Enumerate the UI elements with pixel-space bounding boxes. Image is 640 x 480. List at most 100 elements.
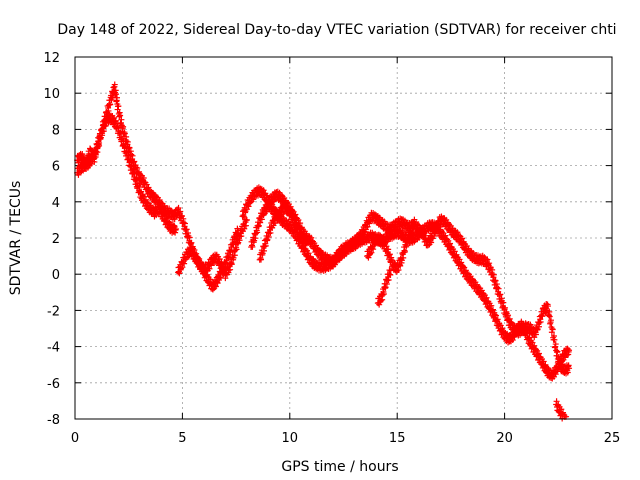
data-point [138,188,145,195]
data-point [524,330,531,337]
data-point [497,291,504,298]
data-point [406,234,413,241]
data-point [558,406,565,413]
data-point [549,373,556,380]
data-point [395,267,402,274]
data-point [165,218,172,225]
data-point [100,128,107,135]
data-point [222,275,229,282]
x-tick-label: 15 [389,431,406,446]
data-point [298,228,305,235]
data-point [552,371,559,378]
data-point [547,317,554,324]
data-point [135,182,142,189]
data-point [247,199,254,206]
data-point [520,320,527,327]
ticks-layer: 0 5 10 15 20 25 -8 -6 -4 -2 0 2 4 6 8 10 12 [43,51,620,446]
data-point [428,239,435,246]
series-track-2 [74,111,179,236]
data-point [564,369,571,376]
data-point [559,357,566,364]
data-point [262,242,269,249]
data-point [549,326,556,333]
data-point [117,112,124,119]
data-point [540,358,547,365]
data-point [131,158,138,165]
data-point [227,266,234,273]
data-point [376,301,383,308]
y-tick-label: -2 [47,304,60,319]
data-point [532,346,539,353]
data-point [370,246,377,253]
data-point [489,271,496,278]
data-point [554,348,561,355]
data-point [411,222,418,229]
data-point [133,164,140,171]
data-point [380,290,387,297]
data-point [444,236,451,243]
data-point [108,94,115,101]
data-point [113,94,120,101]
y-tick-label: 0 [52,268,60,283]
data-point [238,233,245,240]
data-point [258,256,265,263]
data-point [492,277,499,284]
data-point [494,284,501,291]
data-point [279,195,286,202]
data-point [506,315,513,322]
data-point [126,157,133,164]
data-point [557,361,564,368]
data-point [442,232,449,239]
data-point [495,285,502,292]
data-point [308,234,315,241]
data-point [459,263,466,270]
x-tick-label: 5 [178,431,186,446]
y-tick-label: -8 [47,413,60,428]
data-point [112,117,119,124]
data-point [499,325,506,332]
data-point [401,248,408,255]
data-point [531,342,538,349]
data-point [262,207,269,214]
data-point [532,331,539,338]
data-point [243,216,250,223]
grid-layer [75,57,612,419]
data-point [459,235,466,242]
data-point [118,116,125,123]
y-axis-label: SDTVAR / TECUs [8,181,24,296]
data-point [233,246,240,253]
data-point [309,257,316,264]
series-track-9 [553,398,570,422]
series-track-3 [175,216,250,282]
data-point [228,261,235,268]
data-point [379,292,386,299]
data-point [377,233,384,240]
data-point [564,346,571,353]
data-point [566,347,573,354]
data-point [140,175,147,182]
data-point [456,232,463,239]
x-tick-label: 20 [496,431,513,446]
data-point [156,197,163,204]
data-point [136,183,143,190]
data-point [128,162,135,169]
data-point [216,255,223,262]
data-point [180,219,187,226]
data-point [191,249,198,256]
data-point [366,220,373,227]
data-point [120,123,127,130]
data-point [288,210,295,217]
data-point [163,215,170,222]
data-point [131,170,138,177]
data-point [293,220,300,227]
data-point [377,297,384,304]
data-point [397,262,404,269]
data-point [373,213,380,220]
data-point [125,156,132,163]
data-point [484,261,491,268]
plot-frame [74,56,613,420]
data-point [96,139,103,146]
data-point [526,334,533,341]
data-point [303,240,310,247]
data-point [218,259,225,266]
